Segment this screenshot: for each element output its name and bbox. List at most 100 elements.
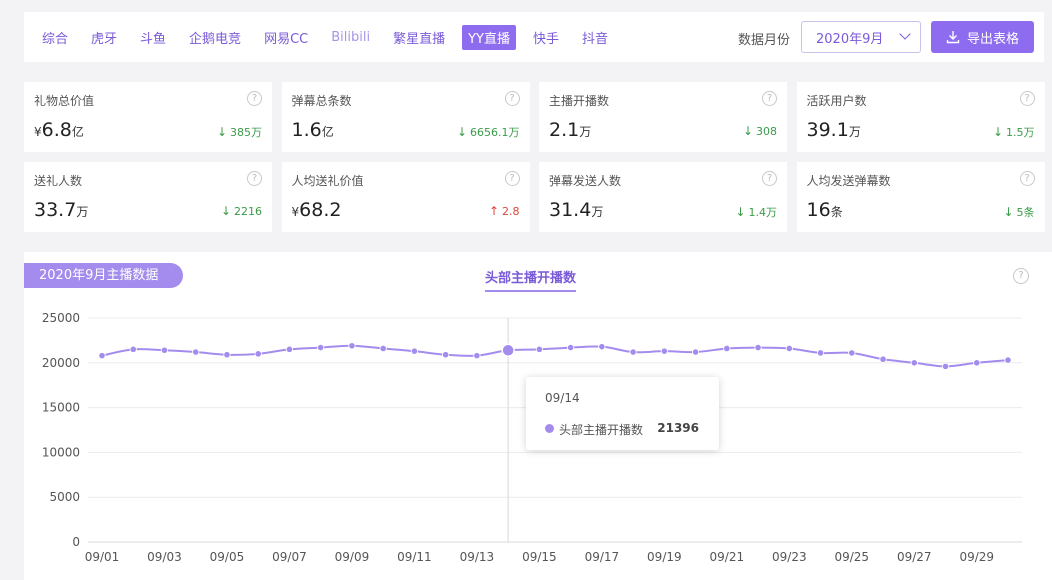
stat-card-delta-value: 308 [756,125,777,138]
chart-panel: 2020年9月主播数据 头部主播开播数 ? 0 5000 10000 15000 200… [24,252,1052,580]
tab-series-head-streamers[interactable]: 头部主播开播数 [485,267,577,292]
data-point [941,362,950,370]
platform-tab[interactable]: 快手 [532,32,559,47]
platform-tab[interactable]: 企鹅电竞 [189,32,242,47]
y-tick-label: 10000 [42,445,80,459]
stat-card-number: 6.8 [41,119,72,141]
stat-card-label: 人均送礼价值 [291,174,364,188]
stat-card-label: 人均发送弹幕数 [806,174,891,188]
data-point [567,343,575,352]
stat-card-delta-value: 2.8 [502,205,520,218]
stat-card-delta: ↑ 2.8 [489,204,520,218]
stat-card-unit: 万 [848,125,861,139]
month-label: 数据月份 [738,33,791,48]
stat-card-label: 主播开播数 [549,94,610,108]
stat-card-value: 33.7万 [34,199,88,221]
export-button-label: 导出表格 [966,31,1019,47]
data-point [348,342,356,350]
data-point [160,346,169,354]
export-button[interactable]: 导出表格 [931,21,1034,53]
x-tick-label: 09/29 [959,550,994,564]
stat-card-unit: 万 [579,125,592,139]
highlighted-point [501,343,515,358]
help-icon[interactable]: ? [762,171,777,186]
stat-card-unit: 亿 [71,125,84,139]
stat-card-delta: ↓ 308 [743,124,777,138]
stat-card-value: 31.4万 [549,199,603,221]
data-point [223,351,231,359]
x-tick-label: 09/01 [85,550,120,564]
stat-card-value: ¥6.8亿 [34,119,84,141]
x-tick-label: 09/19 [647,550,682,564]
stat-card-delta: ↓ 1.4万 [735,204,777,220]
arrow-down-icon: ↓ [735,205,746,219]
data-point [98,352,106,360]
stat-card-prefix: ¥ [291,205,300,219]
data-point [379,344,387,353]
download-icon [946,31,960,44]
platform-tab[interactable]: 斗鱼 [140,32,167,47]
data-point [317,343,325,352]
data-point [1004,356,1012,364]
stat-card-label: 活跃用户数 [806,94,867,108]
data-point [129,345,137,353]
arrow-down-icon: ↓ [220,204,231,218]
data-point [254,350,262,358]
x-tick-label: 09/07 [272,550,307,564]
data-point [848,349,856,357]
platform-tab[interactable]: 网易CC [264,32,309,47]
stat-card-delta: ↓ 5条 [1003,204,1034,220]
x-tick-label: 09/15 [522,550,557,564]
tooltip-date: 09/14 [545,391,580,405]
data-point [691,348,700,356]
arrow-down-icon: ↓ [742,124,753,138]
help-icon[interactable]: ? [1019,91,1035,106]
x-tick-label: 09/13 [460,550,495,564]
stat-card: 弹幕总条数? 1.6亿 ↓ 6656.1万 [281,82,530,152]
data-point [754,343,762,352]
platform-tab[interactable]: Bilibili [331,30,371,45]
y-tick-label: 20000 [42,356,80,370]
data-point [723,344,731,353]
platform-tab[interactable]: 繁星直播 [393,32,446,47]
stat-card-label: 礼物总价值 [34,94,95,108]
tooltip-series-dot [545,424,554,433]
help-icon[interactable]: ? [504,171,520,186]
stat-card-unit: 亿 [321,125,334,139]
stat-card-delta-value: 2216 [234,205,262,218]
help-icon[interactable]: ? [1019,171,1035,186]
stat-card-label: 送礼人数 [34,174,83,188]
stat-card-delta-value: 5条 [1016,206,1035,219]
stat-card-delta-value: 385万 [230,126,262,139]
stat-card-delta: ↓ 2216 [221,204,262,218]
data-point [879,355,887,363]
stat-card: 活跃用户数? 39.1万 ↓ 1.5万 [796,82,1045,152]
stat-card-unit: 万 [76,205,89,219]
help-icon[interactable]: ? [247,91,262,106]
help-icon[interactable]: ? [247,171,262,186]
platform-tab[interactable]: 虎牙 [91,32,118,47]
x-tick-label: 09/23 [772,550,807,564]
help-icon[interactable]: ? [762,91,777,106]
y-tick-label: 0 [72,535,80,549]
stat-card: 礼物总价值? ¥6.8亿 ↓ 385万 [24,82,272,152]
stat-card-value: 16条 [807,199,843,221]
data-point [973,359,981,367]
stat-card-value: ¥68.2 [292,199,342,221]
platform-tab[interactable]: YY直播 [462,25,516,50]
data-point [473,352,481,360]
platform-tab[interactable]: 综合 [42,32,69,47]
platform-tabs: 综合 虎牙 斗鱼 企鹅电竞 网易CC Bilibili 繁星直播 YY直播 快手 抖音 [36,25,625,50]
x-tick-label: 09/27 [897,550,932,564]
help-icon[interactable]: ? [504,91,520,106]
month-select[interactable]: 2020年9月 [801,21,921,53]
help-icon[interactable]: ? [1013,268,1029,284]
data-point [785,344,793,353]
platform-tab[interactable]: 抖音 [581,32,608,47]
arrow-down-icon: ↓ [992,125,1003,139]
stat-card-number: 31.4 [549,199,592,221]
filter-toolbar: 综合 虎牙 斗鱼 企鹅电竞 网易CC Bilibili 繁星直播 YY直播 快手 抖音 数据月份 … [24,12,1044,62]
x-tick-label: 09/11 [397,550,432,564]
stat-card-delta: ↓ 385万 [217,124,262,140]
stat-card-delta: ↓ 6656.1万 [457,124,520,140]
